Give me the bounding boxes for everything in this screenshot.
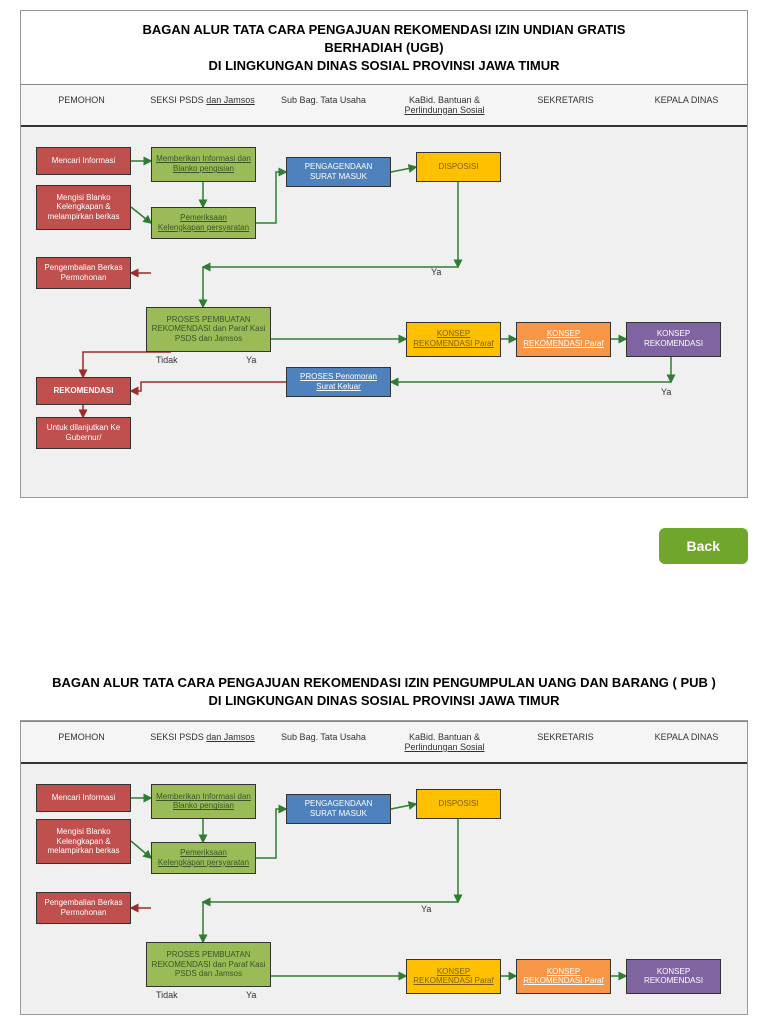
flowchart-node: Pengembalian Berkas Permohonan	[36, 257, 131, 289]
flowchart-node: KONSEP REKOMENDASI Paraf	[406, 959, 501, 994]
flowchart-node: Memberikan Informasi dan Blanko pengisia…	[151, 784, 256, 819]
swimlane-label: KEPALA DINAS	[626, 722, 747, 762]
flowchart-pub: PEMOHONSEKSI PSDS dan JamsosSub Bag. Tat…	[20, 720, 748, 1015]
edge-label: Ya	[661, 387, 671, 397]
title-line: BAGAN ALUR TATA CARA PENGAJUAN REKOMENDA…	[143, 22, 626, 37]
edge-label: Tidak	[156, 990, 178, 1000]
back-label: Back	[687, 538, 720, 554]
flowchart-node: DISPOSISI	[416, 152, 501, 182]
swimlane-label: SEKSI PSDS dan Jamsos	[142, 85, 263, 125]
flowchart-node: KONSEP REKOMENDASI Paraf	[406, 322, 501, 357]
back-button[interactable]: Back	[659, 528, 748, 564]
edge-label: Ya	[246, 355, 256, 365]
title-line: DI LINGKUNGAN DINAS SOSIAL PROVINSI JAWA…	[208, 693, 559, 708]
flowchart-ugb: BAGAN ALUR TATA CARA PENGAJUAN REKOMENDA…	[20, 10, 748, 498]
edge-label: Ya	[431, 267, 441, 277]
swimlane-label: KaBid. Bantuan & Perlindungan Sosial	[384, 722, 505, 762]
title-line: BERHADIAH (UGB)	[324, 40, 443, 55]
flowchart-node: REKOMENDASI	[36, 377, 131, 405]
swimlane-header: PEMOHONSEKSI PSDS dan JamsosSub Bag. Tat…	[21, 721, 747, 764]
flowchart-node: PENGAGENDAAN SURAT MASUK	[286, 157, 391, 187]
title-line: BAGAN ALUR TATA CARA PENGAJUAN REKOMENDA…	[52, 675, 716, 690]
swimlane-label: SEKRETARIS	[505, 85, 626, 125]
flowchart-node: KONSEP REKOMENDASI Paraf	[516, 959, 611, 994]
edge-label: Ya	[421, 904, 431, 914]
swimlane-label: PEMOHON	[21, 85, 142, 125]
title-line: DI LINGKUNGAN DINAS SOSIAL PROVINSI JAWA…	[208, 58, 559, 73]
flow-area: Mencari Informasi Mengisi Blanko Kelengka…	[21, 127, 747, 497]
edge-label: Ya	[246, 990, 256, 1000]
swimlane-label: SEKRETARIS	[505, 722, 626, 762]
flowchart-node: KONSEP REKOMENDASI	[626, 322, 721, 357]
flowchart-node: Memberikan Informasi dan Blanko pengisia…	[151, 147, 256, 182]
flowchart-node: PROSES Penomoran Surat Keluar	[286, 367, 391, 397]
swimlane-label: SEKSI PSDS dan Jamsos	[142, 722, 263, 762]
flowchart-node: Mengisi Blanko Kelengkapan & melampirkan…	[36, 819, 131, 864]
flow-area: Mencari Informasi Mengisi Blanko Kelengka…	[21, 764, 747, 1014]
swimlane-label: KaBid. Bantuan & Perlindungan Sosial	[384, 85, 505, 125]
flowchart-edge	[131, 207, 151, 223]
flowchart-node: DISPOSISI	[416, 789, 501, 819]
flowchart-node: KONSEP REKOMENDASI Paraf	[516, 322, 611, 357]
flowchart-edge	[131, 382, 286, 391]
flowchart-edge	[256, 172, 286, 223]
flowchart-edge	[391, 167, 416, 172]
flowchart-node: Mencari Informasi	[36, 147, 131, 175]
edge-label: Tidak	[156, 355, 178, 365]
swimlane-label: Sub Bag. Tata Usaha	[263, 722, 384, 762]
swimlane-header: PEMOHONSEKSI PSDS dan JamsosSub Bag. Tat…	[21, 84, 747, 127]
flowchart-node: Mencari Informasi	[36, 784, 131, 812]
flowchart-node: PENGAGENDAAN SURAT MASUK	[286, 794, 391, 824]
swimlane-label: PEMOHON	[21, 722, 142, 762]
flowchart-node: Pemeriksaan Kelengkapan persyaratan	[151, 842, 256, 874]
swimlane-label: KEPALA DINAS	[626, 85, 747, 125]
swimlane-label: Sub Bag. Tata Usaha	[263, 85, 384, 125]
flowchart-edge	[391, 804, 416, 809]
flowchart-node: PROSES PEMBUATAN REKOMENDASI dan Paraf K…	[146, 307, 271, 352]
flowchart-node: Pengembalian Berkas Permohonan	[36, 892, 131, 924]
flowchart-node: Pemeriksaan Kelengkapan persyaratan	[151, 207, 256, 239]
chart2-title: BAGAN ALUR TATA CARA PENGAJUAN REKOMENDA…	[0, 664, 768, 720]
flowchart-node: KONSEP REKOMENDASI	[626, 959, 721, 994]
flowchart-node: Untuk dilanjutkan Ke Gubernur/	[36, 417, 131, 449]
flowchart-edge	[131, 841, 151, 858]
flowchart-edge	[256, 809, 286, 858]
chart1-title: BAGAN ALUR TATA CARA PENGAJUAN REKOMENDA…	[21, 11, 747, 84]
flowchart-node: Mengisi Blanko Kelengkapan & melampirkan…	[36, 185, 131, 230]
flowchart-node: PROSES PEMBUATAN REKOMENDASI dan Paraf K…	[146, 942, 271, 987]
